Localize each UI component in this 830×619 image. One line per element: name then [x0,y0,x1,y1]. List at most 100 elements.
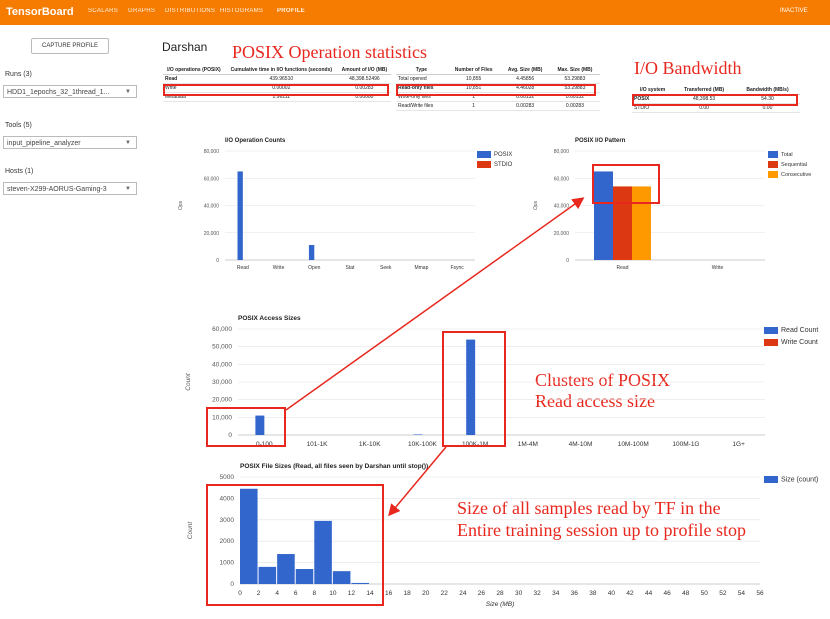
y-axis-label: Ops [178,200,184,210]
y-tick-label: 1000 [220,560,235,567]
x-tick-label: 30 [515,590,523,597]
table-cell: Write [163,83,225,93]
table-cell: 10,855 [446,74,501,84]
x-tick-label: 38 [589,590,597,597]
chevron-down-icon: ▼ [125,89,131,95]
x-tick-label: 1G+ [732,441,745,448]
posix-files-table: Type Number of Files Avg. Size (MB) Max.… [396,66,600,111]
hosts-select[interactable]: steven-X299-AORUS-Gaming-3 ▼ [3,182,137,195]
capture-profile-button[interactable]: CAPTURE PROFILE [31,38,109,54]
legend-item: STDIO [477,160,512,170]
y-tick-label: 40,000 [204,204,220,210]
legend-item: Total [768,150,811,160]
bar [466,339,476,435]
bar [632,186,651,260]
chevron-down-icon: ▼ [125,186,131,192]
table-cell: 48,398.52496 [337,74,391,84]
table-cell: 0.00 [735,103,800,113]
y-tick-label: 50,000 [212,344,232,351]
bar [413,434,423,435]
x-tick-label: 4M-10M [569,441,593,448]
annotation-io-bandwidth: I/O Bandwidth [634,58,742,78]
y-tick-label: 40,000 [212,361,232,368]
y-axis-label: Count [185,372,192,391]
table-cell: 0.00000 [337,92,391,102]
legend-label: Consecutive [781,172,812,178]
x-tick-label: 101-1K [307,441,329,448]
x-tick-label: 36 [571,590,579,597]
x-tick-label: Write [273,265,285,271]
tools-select[interactable]: input_pipeline_analyzer ▼ [3,136,137,149]
annotation-clusters-line2: Read access size [535,391,655,411]
highlight-posix-bw-row [632,94,798,106]
status-dropdown[interactable]: INACTIVE [780,8,808,14]
x-tick-label: 46 [664,590,672,597]
tools-label: Tools (5) [5,122,32,129]
legend-swatch [764,338,778,346]
y-axis-label: Ops [533,200,539,210]
table-row: Read/Write files 1 0.00283 0.00283 [396,101,600,111]
x-tick-label: 48 [682,590,690,597]
y-tick-label: 4000 [220,495,235,502]
table-cell: 4.46028 [500,83,550,93]
legend-swatch [768,171,778,179]
tab-scalars[interactable]: SCALARS [88,8,119,14]
x-tick-label: 24 [459,590,467,597]
x-tick-label: Read [237,265,249,271]
tab-distributions[interactable]: DISTRIBUTIONS [165,8,216,14]
legend-swatch [477,160,491,168]
table-header-row: Type Number of Files Avg. Size (MB) Max.… [396,66,600,75]
x-tick-label: 10 [329,590,337,597]
y-tick-label: 20,000 [554,231,570,237]
chevron-down-icon: ▼ [125,140,131,146]
x-axis-label: Size (MB) [486,601,515,608]
x-tick-label: 42 [626,590,634,597]
x-tick-label: 34 [552,590,560,597]
x-tick-label: 0 [238,590,242,597]
table-row: Write 0.00002 0.00283 [163,83,391,93]
bar [613,186,632,260]
table-cell: 4.45856 [500,74,550,84]
arrow-to-file-sizes [388,446,447,517]
io-pattern-chart-svg: POSIX I/O Pattern 0 20,000 40,000 60,000 80,0… [533,138,765,271]
tab-histograms[interactable]: HISTOGRAMS [220,8,264,14]
io-ops-legend: POSIX STDIO [477,150,512,170]
tools-value: input_pipeline_analyzer [7,140,81,147]
x-tick-label: 1M-4M [518,441,538,448]
x-tick-label: 44 [645,590,653,597]
x-tick-label: Read [617,265,629,271]
x-tick-label: 20 [422,590,430,597]
table-header: Avg. Size (MB) [500,66,550,75]
y-tick-label: 20,000 [204,231,220,237]
access-sizes-legend: Read Count Write Count [764,325,818,349]
y-tick-label: 20,000 [212,397,232,404]
bar [258,566,277,584]
y-tick-label: 0 [566,258,569,264]
x-tick-label: 18 [404,590,412,597]
runs-select[interactable]: HDD1_1epochs_32_1thread_1... ▼ [3,85,137,98]
legend-item: Size (count) [764,476,818,483]
x-tick-label: 40 [608,590,616,597]
file-sizes-legend: Size (count) [764,476,818,483]
table-cell: 0.00283 [549,101,600,111]
legend-label: Total [781,152,793,158]
bar [255,415,265,435]
table-cell: Read [163,74,225,84]
x-tick-label: 54 [738,590,746,597]
table-cell: 1 [446,101,501,111]
y-axis-label: Count [187,521,194,540]
table-header: Type [396,66,447,75]
y-tick-label: 80,000 [554,149,570,155]
legend-item: Sequential [768,160,811,170]
legend-item: Read Count [764,325,818,337]
x-tick-label: Mmap [414,265,428,271]
table-cell: 48,398.53 [673,94,736,104]
legend-item: Consecutive [768,170,811,180]
tab-graphs[interactable]: GRAPHS [128,8,156,14]
bar [295,569,314,584]
x-tick-label: 50 [701,590,709,597]
legend-swatch [477,150,491,158]
tab-profile[interactable]: PROFILE [277,8,306,14]
table-cell: 0.00 [673,103,736,113]
table-cell: 0.00002 [224,83,338,93]
